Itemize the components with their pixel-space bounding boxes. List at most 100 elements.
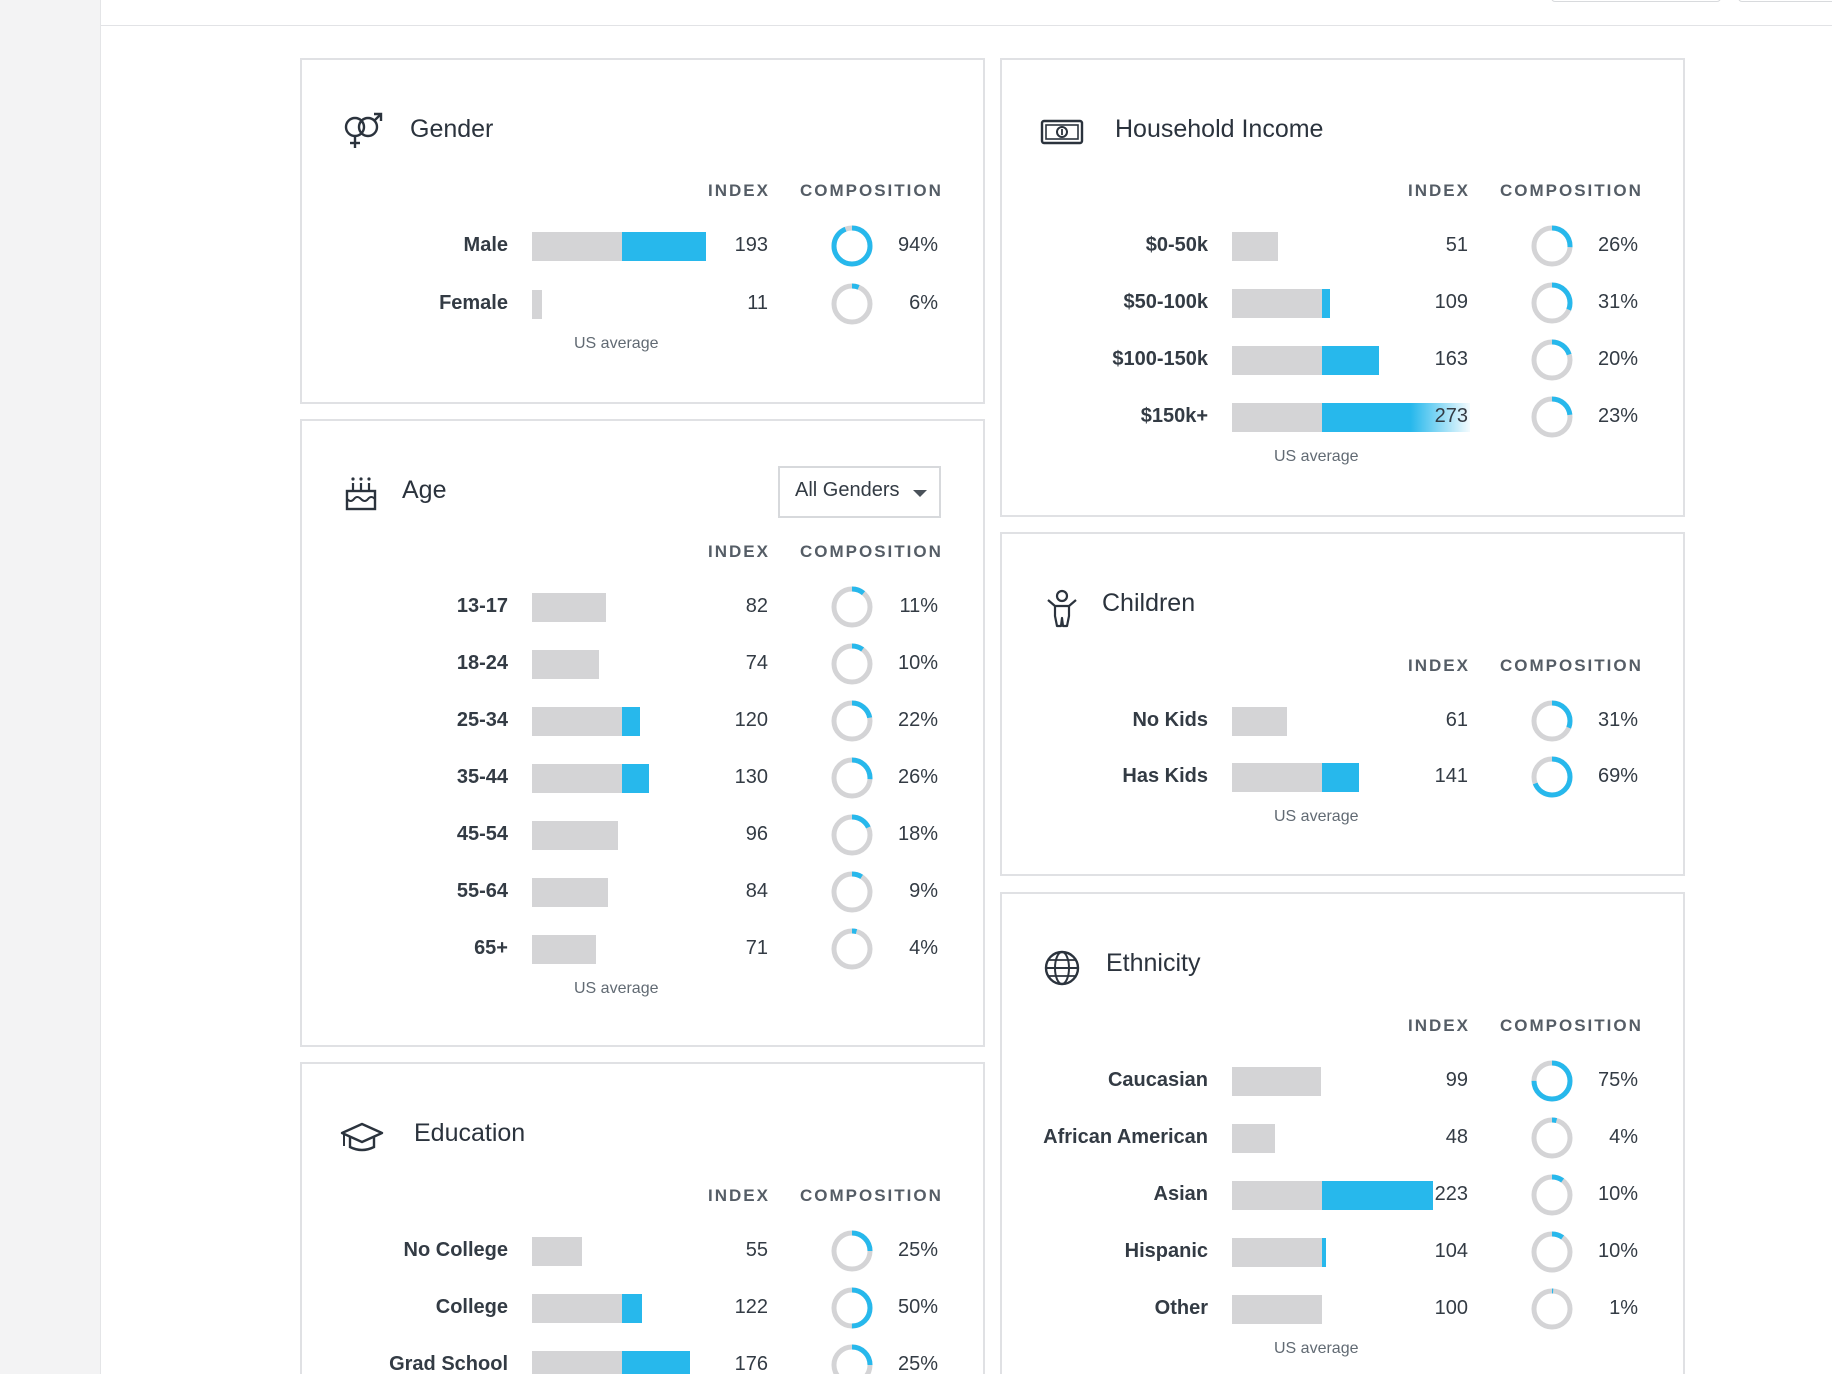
row-label: African American — [1043, 1126, 1208, 1148]
index-value: 74 — [745, 652, 768, 674]
index-header: INDEX — [1408, 1016, 1470, 1035]
composition-value: 23% — [1597, 405, 1638, 427]
index-header: INDEX — [1408, 181, 1470, 200]
index-bar[interactable] — [532, 764, 770, 793]
index-bar[interactable] — [1232, 232, 1470, 261]
row-label: $100-150k — [1112, 348, 1208, 370]
index-bar[interactable] — [1232, 1067, 1470, 1096]
donut-arc — [831, 1287, 873, 1329]
composition-donut — [830, 927, 874, 971]
index-bar[interactable] — [532, 650, 770, 679]
index-bar-above-average — [1322, 346, 1379, 375]
composition-value: 69% — [1597, 765, 1638, 787]
index-bar[interactable] — [1232, 1181, 1470, 1210]
index-value: 273 — [1434, 405, 1468, 427]
composition-donut — [1530, 224, 1574, 268]
index-bar[interactable] — [532, 1351, 770, 1374]
composition-donut — [1530, 755, 1574, 799]
gender-filter-value: All Genders — [795, 479, 900, 501]
index-bar-base — [1232, 1181, 1322, 1210]
top-bar-button[interactable] — [1738, 0, 1832, 2]
composition-donut — [1530, 1230, 1574, 1274]
composition-value: 31% — [1597, 709, 1638, 731]
row-label: College — [435, 1296, 508, 1318]
index-bar-base — [532, 650, 599, 679]
composition-donut — [830, 642, 874, 686]
composition-header: COMPOSITION — [1500, 656, 1643, 675]
index-bar[interactable] — [532, 1294, 770, 1323]
index-value: 120 — [734, 709, 768, 731]
index-bar[interactable] — [532, 878, 770, 907]
composition-donut — [830, 224, 874, 268]
index-bar[interactable] — [1232, 1238, 1470, 1267]
row-label: Caucasian — [1107, 1069, 1208, 1091]
composition-value: 6% — [909, 292, 938, 314]
row-label: Has Kids — [1122, 765, 1208, 787]
left-gutter — [0, 0, 101, 1374]
composition-donut — [1530, 1173, 1574, 1217]
index-bar[interactable] — [532, 290, 770, 319]
index-bar-base — [1232, 346, 1322, 375]
donut-arc — [1531, 339, 1573, 381]
index-bar[interactable] — [1232, 346, 1470, 375]
row-label: 45-54 — [456, 823, 508, 845]
composition-value: 31% — [1597, 291, 1638, 313]
index-bar[interactable] — [1232, 763, 1470, 792]
index-bar[interactable] — [1232, 707, 1470, 736]
children-card: Children INDEX COMPOSITION No Kids 61 31% H… — [1000, 532, 1685, 876]
composition-donut — [830, 699, 874, 743]
composition-value: 26% — [897, 766, 938, 788]
composition-donut — [830, 282, 874, 326]
index-value: 104 — [1434, 1240, 1468, 1262]
index-value: 109 — [1434, 291, 1468, 313]
donut-arc — [1531, 282, 1573, 324]
index-bar[interactable] — [1232, 403, 1470, 432]
composition-donut — [830, 756, 874, 800]
donut-arc — [1531, 1231, 1573, 1273]
index-bar[interactable] — [532, 821, 770, 850]
index-value: 82 — [745, 595, 768, 617]
index-value: 176 — [734, 1353, 768, 1374]
index-bar[interactable] — [1232, 1295, 1470, 1324]
index-value: 61 — [1445, 709, 1468, 731]
index-bar[interactable] — [1232, 1124, 1470, 1153]
index-bar-above-average — [1322, 289, 1331, 318]
gender-filter-select[interactable]: All Genders — [778, 466, 941, 518]
card-title: Education — [414, 1119, 526, 1147]
index-value: 223 — [1434, 1183, 1468, 1205]
donut-arc — [831, 757, 873, 799]
row-label: No Kids — [1132, 709, 1208, 731]
index-value: 193 — [734, 234, 768, 256]
index-bar-base — [1232, 403, 1322, 432]
row-label: 25-34 — [456, 709, 508, 731]
row-label: Grad School — [389, 1353, 508, 1374]
composition-donut — [1530, 1116, 1574, 1160]
index-bar-base — [1232, 232, 1278, 261]
index-bar-base — [1232, 707, 1287, 736]
index-bar[interactable] — [532, 232, 770, 261]
index-bar[interactable] — [532, 935, 770, 964]
index-bar-base — [532, 821, 619, 850]
top-bar-button[interactable] — [1551, 0, 1721, 2]
us-average-label: US average — [1274, 1340, 1359, 1357]
index-value: 100 — [1434, 1297, 1468, 1319]
donut-arc — [831, 225, 873, 267]
index-value: 48 — [1445, 1126, 1468, 1148]
composition-header: COMPOSITION — [800, 1186, 943, 1205]
index-bar-above-average — [622, 707, 640, 736]
index-bar-above-average — [622, 1351, 691, 1374]
composition-donut — [830, 1343, 874, 1374]
composition-header: COMPOSITION — [1500, 1016, 1643, 1035]
us-average-label: US average — [574, 335, 659, 352]
composition-value: 25% — [897, 1239, 938, 1261]
index-value: 51 — [1445, 234, 1468, 256]
donut-arc — [831, 814, 873, 856]
composition-donut — [830, 1229, 874, 1273]
graduation-cap-icon — [340, 1122, 384, 1152]
index-bar[interactable] — [532, 707, 770, 736]
index-bar[interactable] — [532, 593, 770, 622]
row-label: Female — [439, 292, 508, 314]
index-bar[interactable] — [532, 1237, 770, 1266]
composition-donut — [1530, 1059, 1574, 1103]
index-bar[interactable] — [1232, 289, 1470, 318]
